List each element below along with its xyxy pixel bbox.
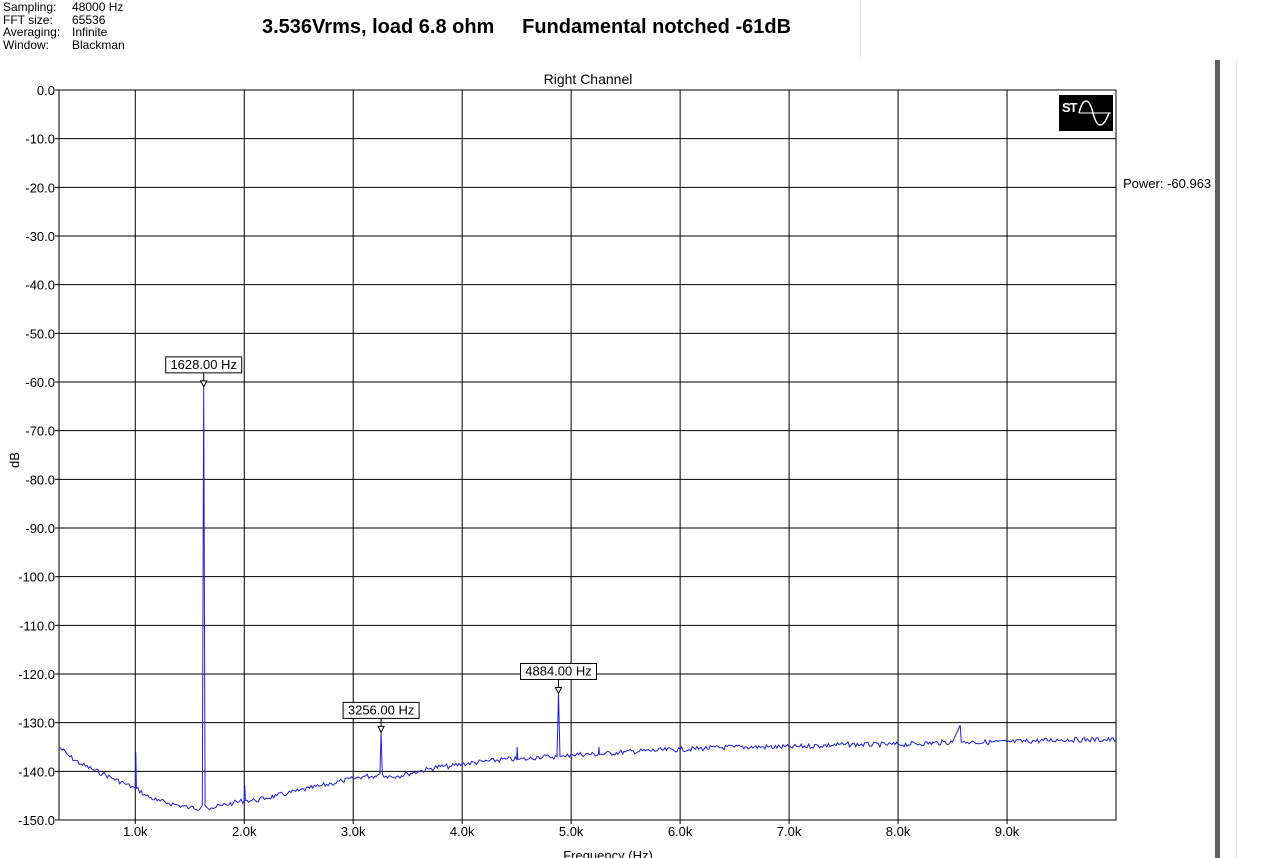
y-tick-label: -100.0 <box>18 570 55 585</box>
measurement-info: Sampling: 48000 Hz FFT size: 65536 Avera… <box>3 1 125 51</box>
peak-arrow-icon <box>377 725 385 734</box>
info-label: FFT size: <box>3 12 53 27</box>
y-tick-label: -20.0 <box>25 180 55 195</box>
peak-label: 3256.00 Hz <box>348 702 415 717</box>
y-tick-label: -150.0 <box>18 813 55 828</box>
info-row-fft-size: FFT size: 65536 <box>3 12 125 27</box>
y-tick-label: -80.0 <box>25 472 55 487</box>
x-tick-label: 6.0k <box>668 824 693 839</box>
panel-divider <box>1236 60 1237 858</box>
y-tick-label: -60.0 <box>25 375 55 390</box>
x-tick-label: 3.0k <box>341 824 366 839</box>
peak-marker: 4884.00 Hz <box>520 662 598 695</box>
y-tick-label: -90.0 <box>25 521 55 536</box>
x-tick-label: 2.0k <box>232 824 257 839</box>
info-value: Infinite <box>72 25 108 39</box>
spectrum-trace <box>58 386 1117 811</box>
x-tick-label: 1.0k <box>123 824 148 839</box>
peak-arrow-icon <box>554 686 563 695</box>
info-label: Window: <box>3 37 50 52</box>
peak-label: 4884.00 Hz <box>525 663 592 678</box>
info-value: 48000 Hz <box>72 0 124 14</box>
x-tick-label: 8.0k <box>886 824 911 839</box>
info-row-window: Window: Blackman <box>3 37 125 52</box>
plot-area <box>58 89 1117 821</box>
y-tick-label: -110.0 <box>19 618 55 633</box>
power-readout: Power: -60.963 <box>1123 176 1212 191</box>
info-value: Blackman <box>72 37 125 52</box>
x-tick-label: 4.0k <box>450 824 475 839</box>
y-tick-label: -50.0 <box>25 326 55 341</box>
y-tick-label: -120.0 <box>18 667 55 682</box>
x-axis-ticks: 1.0k 2.0k 3.0k 4.0k 5.0k 6.0k 7.0k 8.0k 9.0k <box>123 820 1020 839</box>
y-tick-label: -140.0 <box>18 764 55 779</box>
info-label: Sampling: <box>3 0 57 14</box>
annotations: 1628.00 Hz 3256.00 Hz 4884.00 Hz <box>165 356 598 734</box>
page-title: 3.536Vrms, load 6.8 ohm Fundamental notc… <box>262 16 792 38</box>
grid <box>59 89 1116 821</box>
peak-label: 1628.00 Hz <box>170 357 237 372</box>
x-axis-label: Frequency (Hz) <box>563 848 653 858</box>
y-axis-ticks: 0.0 -10.0 -20.0 -30.0 -40.0 -50.0 -60.0 -70.0 -8… <box>18 83 59 828</box>
info-label: Averaging: <box>3 25 61 39</box>
logo-text: ST <box>1062 100 1078 115</box>
y-tick-label: -30.0 <box>25 229 55 244</box>
x-tick-label: 7.0k <box>777 824 802 839</box>
y-tick-label: -10.0 <box>25 132 55 147</box>
info-row-averaging: Averaging: Infinite <box>3 26 125 39</box>
x-tick-label: 5.0k <box>559 824 584 839</box>
chart-title: Right Channel <box>544 71 633 87</box>
y-axis-label: dB <box>7 452 22 468</box>
st-logo: ST <box>1059 95 1113 131</box>
series-group <box>58 386 1117 811</box>
x-tick-label: 9.0k <box>995 824 1020 839</box>
peak-marker: 3256.00 Hz <box>342 701 420 734</box>
y-tick-label: -70.0 <box>25 424 55 439</box>
window-splitter[interactable] <box>1215 60 1220 858</box>
info-row-sampling: Sampling: 48000 Hz <box>3 1 125 14</box>
info-value: 65536 <box>72 12 106 27</box>
peak-marker: 1628.00 Hz <box>165 356 243 388</box>
y-tick-label: -40.0 <box>25 278 55 293</box>
peak-arrow-icon <box>199 380 208 388</box>
y-tick-label: 0.0 <box>37 83 55 98</box>
y-tick-label: -130.0 <box>18 716 55 731</box>
